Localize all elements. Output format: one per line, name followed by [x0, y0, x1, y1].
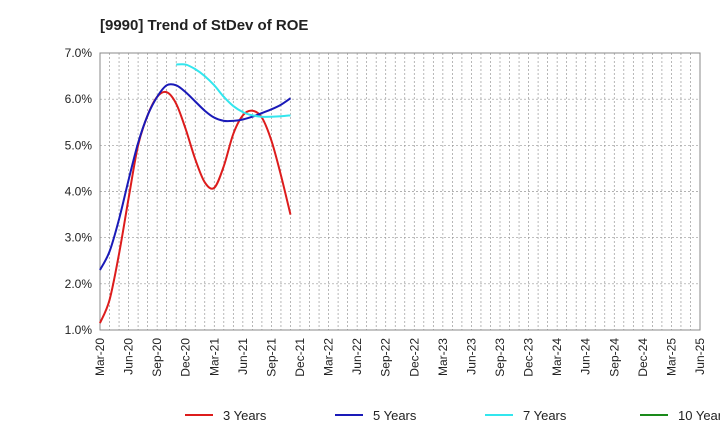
- x-tick-label: Jun-20: [122, 338, 136, 375]
- x-tick-label: Mar-21: [207, 338, 221, 376]
- legend: 3 Years 5 Years 7 Years 10 Years: [185, 408, 720, 423]
- legend-label: 7 Years: [523, 408, 567, 423]
- x-tick-label: Mar-20: [93, 338, 107, 376]
- x-tick-label: Jun-21: [236, 338, 250, 375]
- series-line-7-years: [176, 63, 291, 118]
- y-tick-label: 7.0%: [65, 46, 93, 60]
- series-line-5-years: [99, 83, 292, 271]
- legend-label: 3 Years: [223, 408, 267, 423]
- x-tick-label: Jun-23: [464, 338, 478, 375]
- x-tick-label: Sep-20: [150, 338, 164, 377]
- x-tick-label: Dec-20: [179, 338, 193, 377]
- x-tick-label: Jun-25: [693, 338, 707, 375]
- grid: [100, 53, 700, 330]
- y-tick-label: 4.0%: [65, 185, 93, 199]
- y-axis: 1.0% 2.0% 3.0% 4.0% 5.0% 6.0% 7.0%: [65, 46, 93, 337]
- y-tick-label: 1.0%: [65, 323, 93, 337]
- x-tick-label: Dec-22: [407, 338, 421, 377]
- chart-title: [9990] Trend of StDev of ROE: [100, 17, 308, 34]
- x-tick-label: Dec-23: [522, 338, 536, 377]
- y-tick-label: 6.0%: [65, 92, 93, 106]
- x-tick-label: Mar-22: [322, 338, 336, 376]
- x-tick-label: Sep-21: [264, 338, 278, 377]
- series-group: [99, 63, 292, 324]
- x-tick-label: Mar-25: [664, 338, 678, 376]
- x-tick-label: Jun-24: [579, 338, 593, 375]
- legend-label: 5 Years: [373, 408, 417, 423]
- x-tick-label: Sep-23: [493, 338, 507, 377]
- plot-frame: [99, 52, 701, 331]
- x-tick-label: Jun-22: [350, 338, 364, 375]
- x-axis: Mar-20 Jun-20 Sep-20 Dec-20 Mar-21 Jun-21 Sep-…: [93, 338, 707, 377]
- y-tick-label: 3.0%: [65, 231, 93, 245]
- legend-label: 10 Years: [678, 408, 720, 423]
- x-tick-label: Mar-23: [436, 338, 450, 376]
- x-tick-label: Sep-24: [607, 338, 621, 377]
- x-tick-label: Mar-24: [550, 338, 564, 376]
- x-tick-label: Dec-21: [293, 338, 307, 377]
- x-tick-label: Sep-22: [379, 338, 393, 377]
- y-tick-label: 5.0%: [65, 138, 93, 152]
- y-tick-label: 2.0%: [65, 277, 93, 291]
- x-tick-label: Dec-24: [636, 338, 650, 377]
